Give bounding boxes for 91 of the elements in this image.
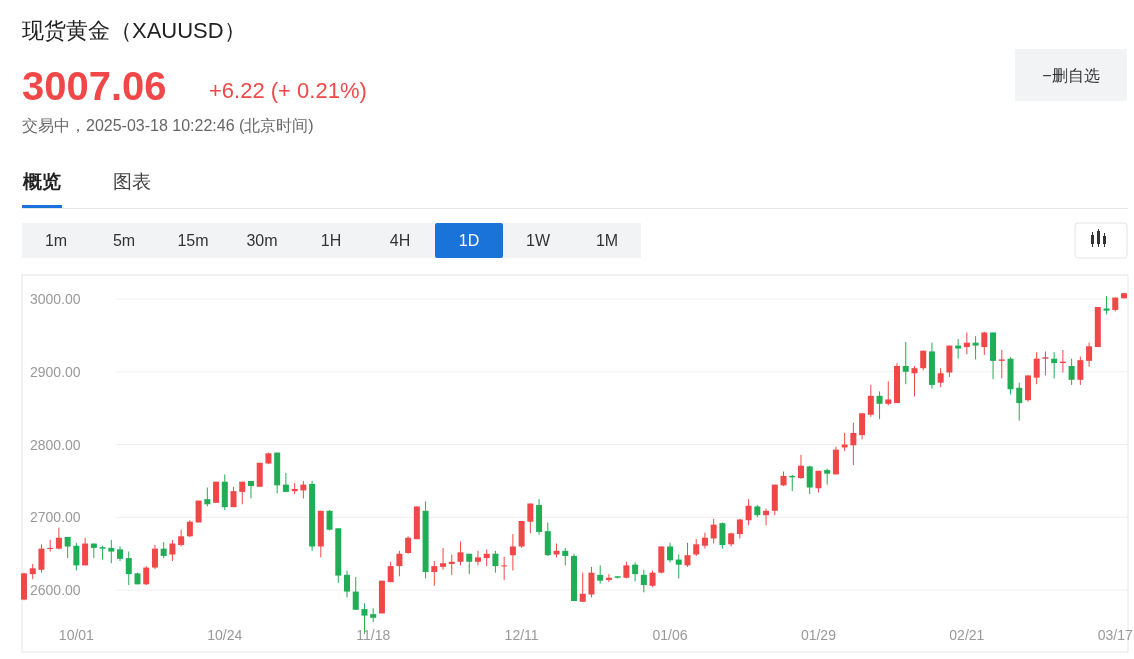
candlestick <box>492 550 499 574</box>
x-tick-label: 11/18 <box>356 627 391 643</box>
chart-title: 现货黄金（XAUUSD） <box>22 18 246 43</box>
candlestick <box>64 536 71 559</box>
y-tick-label: 2600.00 <box>30 582 81 599</box>
candlestick <box>667 542 674 563</box>
text: 1m <box>44 232 68 249</box>
candlestick <box>457 540 464 566</box>
candlestick <box>1051 351 1058 379</box>
candlestick <box>597 564 604 585</box>
candlestick <box>876 390 883 420</box>
candlestick <box>736 518 743 539</box>
candlestick <box>527 503 534 534</box>
candlestick <box>38 543 45 574</box>
candlestick <box>745 498 752 526</box>
candlestick <box>344 569 351 598</box>
candlestick <box>1086 342 1093 368</box>
candlestick <box>282 472 289 493</box>
remove-watchlist-button: −删自选 <box>1015 49 1127 101</box>
candlestick <box>204 487 211 507</box>
candlestick <box>352 576 359 611</box>
candlestick <box>579 572 586 603</box>
candlestick <box>867 384 874 418</box>
candlestick <box>501 556 508 581</box>
candlestick <box>719 521 726 550</box>
candlestick <box>806 465 813 495</box>
candlestick <box>963 332 970 355</box>
x-tick-label: 01/06 <box>652 627 688 643</box>
text: 概览 <box>22 171 61 192</box>
candlestick <box>972 335 979 360</box>
x-tick-label: 12/11 <box>504 627 539 643</box>
candlestick <box>108 539 115 564</box>
candlestick <box>955 338 962 360</box>
candlestick <box>1068 358 1075 386</box>
candlestick <box>247 480 254 499</box>
candlestick <box>998 349 1005 379</box>
text: 交易中，2025-03-18 10:22:46 (北京时间) <box>22 117 314 134</box>
y-tick-label: 2700.00 <box>30 509 81 526</box>
text: 4H <box>389 232 411 249</box>
y-tick-label: 2800.00 <box>30 436 81 453</box>
text: 1D <box>458 232 480 249</box>
candlestick <box>710 518 717 545</box>
candlestick <box>151 544 158 570</box>
candlestick <box>911 365 918 398</box>
candlestick <box>1077 356 1084 386</box>
chart-subtitle: 3007.06 <box>22 64 167 108</box>
candlestick <box>937 367 944 388</box>
candlestick <box>169 539 176 562</box>
candlestick <box>797 454 804 480</box>
candlestick <box>885 380 892 406</box>
y-tick-label: 3000.00 <box>30 291 81 308</box>
candlestick <box>675 553 682 579</box>
text: 15m <box>177 232 209 249</box>
y-tick-label: 2900.00 <box>30 363 81 380</box>
candlestick <box>474 550 481 566</box>
candlestick <box>605 573 612 583</box>
text: 1H <box>320 232 342 249</box>
candlestick <box>125 551 132 586</box>
candlestick <box>588 566 595 598</box>
x-tick-label: 10/24 <box>207 627 243 643</box>
candlestick <box>143 565 150 586</box>
x-tick-label: 10/01 <box>58 627 95 643</box>
candlestick <box>47 539 54 553</box>
text: 30m <box>246 232 278 249</box>
candlestick <box>1103 295 1110 315</box>
candlestick <box>684 542 691 568</box>
x-tick-label: 03/17 <box>1097 627 1133 643</box>
candlestick <box>73 542 80 571</box>
candlestick <box>509 533 516 571</box>
candlestick <box>396 550 403 577</box>
candlestick <box>1033 351 1040 385</box>
candlestick <box>859 412 866 440</box>
x-tick-label: 01/29 <box>800 627 837 643</box>
x-tick-label: 02/21 <box>949 627 985 643</box>
candlestick <box>82 537 89 566</box>
candlestick <box>440 547 447 571</box>
candlestick <box>763 508 770 526</box>
text: +6.22 (+ 0.21%) <box>209 78 367 103</box>
candlestick <box>850 422 857 466</box>
text: 1W <box>526 232 551 249</box>
text: 图表 <box>113 171 151 192</box>
candlestick <box>701 532 708 550</box>
candlestick <box>448 553 455 576</box>
candlestick <box>902 341 909 385</box>
candlestick <box>632 561 639 582</box>
candlestick <box>640 569 647 593</box>
candlestick <box>431 560 438 587</box>
candlestick <box>1042 350 1049 376</box>
text: 1M <box>595 232 619 249</box>
text: 5m <box>112 232 136 249</box>
candlestick <box>1016 382 1023 422</box>
